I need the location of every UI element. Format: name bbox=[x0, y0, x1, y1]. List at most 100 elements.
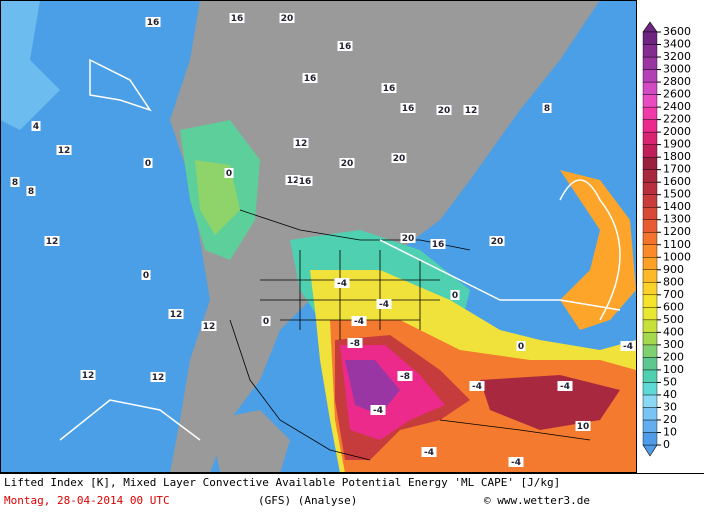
field-light bbox=[0, 0, 60, 130]
contour-label-box bbox=[201, 321, 217, 331]
colorbar-segment bbox=[642, 394, 658, 408]
contour-label: 12 bbox=[82, 371, 95, 381]
contour-label: -4 bbox=[379, 300, 389, 310]
lifted-index-contours bbox=[59, 58, 621, 441]
contour-label-box bbox=[145, 17, 161, 27]
contour-label: 8 bbox=[28, 187, 34, 197]
contour-label-box bbox=[141, 270, 151, 280]
map-frame bbox=[0, 0, 637, 473]
contour-label: -4 bbox=[511, 458, 521, 468]
contour-label: 20 bbox=[491, 237, 504, 247]
contour-label-box bbox=[489, 236, 505, 246]
colorbar-segment bbox=[642, 307, 658, 321]
contour-label: -8 bbox=[400, 372, 410, 382]
colorbar-label: 3400 bbox=[663, 38, 691, 51]
colorbar-label: 900 bbox=[663, 263, 684, 276]
colorbar-label: 2000 bbox=[663, 125, 691, 138]
colorbar-label: 700 bbox=[663, 288, 684, 301]
contour-label-box bbox=[56, 145, 72, 155]
colorbar-segment bbox=[642, 344, 658, 358]
colorbar-segment bbox=[642, 269, 658, 283]
contour-label: 12 bbox=[465, 106, 478, 116]
colorbar-segment bbox=[642, 169, 658, 183]
contour-label: -4 bbox=[560, 382, 570, 392]
contour-label: 0 bbox=[143, 271, 149, 281]
contour-label-box bbox=[44, 236, 60, 246]
contour-label: -4 bbox=[337, 279, 347, 289]
colorbar-top-arrow bbox=[642, 21, 658, 33]
colorbar-label: 500 bbox=[663, 313, 684, 326]
contour-label: 16 bbox=[147, 18, 160, 28]
contour-label: -4 bbox=[373, 406, 383, 416]
caption-date: Montag, 28-04-2014 00 UTC bbox=[4, 494, 170, 507]
colorbar-segment bbox=[642, 56, 658, 70]
colorbar-segment bbox=[642, 282, 658, 296]
contour-label: 20 bbox=[438, 106, 451, 116]
colorbar-label: 300 bbox=[663, 338, 684, 351]
field-purple bbox=[345, 360, 400, 415]
colorbar-segment bbox=[642, 219, 658, 233]
colorbar-segment bbox=[642, 432, 658, 446]
contour-label-box bbox=[261, 316, 271, 326]
contour-label: 16 bbox=[432, 240, 445, 250]
contour-label-box bbox=[229, 13, 245, 23]
contour-label-box bbox=[297, 176, 313, 186]
contour-label-box bbox=[381, 83, 397, 93]
colorbar-label: 2600 bbox=[663, 88, 691, 101]
contour-label-box bbox=[575, 421, 591, 431]
colorbar-label: 600 bbox=[663, 300, 684, 313]
contour-label: -8 bbox=[350, 339, 360, 349]
colorbar-segment bbox=[642, 407, 658, 421]
field-darkred bbox=[480, 375, 620, 430]
colorbar: 0102030405010020030040050060070080090010… bbox=[642, 21, 691, 457]
colorbar-label: 1500 bbox=[663, 188, 691, 201]
contour-label-box bbox=[557, 381, 573, 391]
colorbar-segment bbox=[642, 244, 658, 258]
contour-label-box bbox=[10, 177, 20, 187]
atlantic-plume bbox=[560, 170, 636, 330]
contour-label: 16 bbox=[231, 14, 244, 24]
contour-label-box bbox=[293, 138, 309, 148]
contour-label-box bbox=[302, 73, 318, 83]
contour-label: -4 bbox=[424, 448, 434, 458]
colorbar-label: 1000 bbox=[663, 250, 691, 263]
colorbar-segment bbox=[642, 232, 658, 245]
contour-label: 16 bbox=[299, 177, 312, 187]
contour-label-box bbox=[469, 381, 485, 391]
colorbar-segment bbox=[642, 31, 658, 45]
contour-label: 16 bbox=[339, 42, 352, 52]
contour-label: -4 bbox=[623, 342, 633, 352]
colorbar-label: 0 bbox=[663, 438, 670, 451]
contour-label-box bbox=[339, 158, 355, 168]
colorbar-label: 2200 bbox=[663, 113, 691, 126]
colorbar-segment bbox=[642, 382, 658, 396]
colorbar-label: 30 bbox=[663, 400, 677, 413]
field-green-light bbox=[195, 160, 240, 235]
contour-label-box bbox=[224, 168, 234, 178]
contour-label: 20 bbox=[402, 234, 415, 244]
contour-label: 8 bbox=[12, 178, 18, 188]
contour-label-box bbox=[421, 447, 437, 457]
colorbar-label: 3200 bbox=[663, 50, 691, 63]
colorbar-label: 1800 bbox=[663, 150, 691, 163]
contour-label-box bbox=[347, 338, 363, 348]
contour-label: 0 bbox=[263, 317, 269, 327]
contour-label: 12 bbox=[170, 310, 183, 320]
colorbar-label: 3600 bbox=[663, 25, 691, 38]
colorbar-label: 3000 bbox=[663, 63, 691, 76]
contour-label-box bbox=[436, 105, 452, 115]
contour-label-box bbox=[168, 309, 184, 319]
colorbar-label: 20 bbox=[663, 413, 677, 426]
contour-label-box bbox=[516, 341, 526, 351]
colorbar-label: 10 bbox=[663, 425, 677, 438]
caption-model: (GFS) (Analyse) bbox=[258, 494, 357, 507]
colorbar-segment bbox=[642, 319, 658, 333]
contour-label: 12 bbox=[46, 237, 59, 247]
contour-label: 12 bbox=[203, 322, 216, 332]
colorbar-label: 40 bbox=[663, 388, 677, 401]
contour-label: 16 bbox=[402, 104, 415, 114]
contour-label: 10 bbox=[577, 422, 590, 432]
contour-label-box bbox=[508, 457, 524, 467]
